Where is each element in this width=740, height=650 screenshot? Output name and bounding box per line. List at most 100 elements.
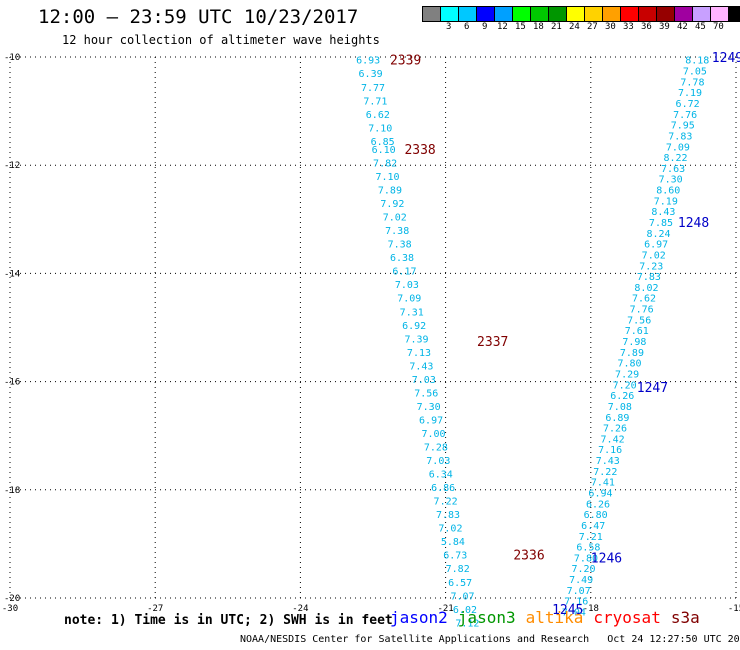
data-point-label: 7.62: [632, 294, 656, 305]
color-scale-label: 39: [659, 22, 670, 32]
color-scale-label: 9: [482, 22, 488, 32]
data-point-label: 7.08: [608, 402, 632, 413]
data-point-label: 7.95: [671, 121, 695, 132]
data-point-label: 7.77: [361, 83, 385, 94]
y-tick-label: -18: [4, 486, 20, 496]
x-tick-label: -21: [437, 604, 453, 614]
color-scale-label: 30: [605, 22, 616, 32]
data-point-label: 7.30: [659, 175, 683, 186]
data-point-label: 7.26: [603, 424, 627, 435]
color-scale-label: 3: [446, 22, 452, 32]
data-point-label: 7.00: [421, 429, 445, 440]
color-scale-label: 24: [569, 22, 580, 32]
data-point-label: 7.56: [414, 388, 438, 399]
data-point-label: 6.92: [402, 321, 426, 332]
color-scale-label: 15: [515, 22, 526, 32]
data-point-label: 7.49: [569, 575, 593, 586]
data-point-label: 7.28: [424, 443, 448, 454]
data-point-label: 7.20: [613, 380, 637, 391]
data-point-label: 7.03: [412, 375, 436, 386]
data-point-label: 7.02: [383, 213, 407, 224]
data-point-label: 7.82: [446, 564, 470, 575]
color-swatch: [675, 7, 693, 21]
data-point-label: 6.58: [576, 543, 600, 554]
data-point-label: 6.97: [419, 415, 443, 426]
data-point-label: 7.04: [562, 608, 586, 619]
data-point-label: 6.17: [392, 267, 416, 278]
footer-note: note: 1) Time is in UTC; 2) SWH is in fe…: [64, 613, 393, 628]
color-swatch: [459, 7, 477, 21]
data-point-label: 7.76: [630, 305, 654, 316]
color-swatch: [711, 7, 729, 21]
color-scale-label: 12: [497, 22, 508, 32]
data-point-label: 7.56: [627, 315, 651, 326]
color-swatch: [549, 7, 567, 21]
color-scale-label: 70: [713, 22, 724, 32]
color-swatch: [423, 7, 441, 21]
satellite-legend-item: altika: [525, 608, 584, 627]
data-point-label: 7.09: [666, 142, 690, 153]
y-tick-label: -14: [4, 269, 20, 279]
pass-time-label: 1249: [712, 51, 740, 66]
pass-time-label: 1245: [552, 603, 583, 618]
data-point-label: 7.43: [409, 361, 433, 372]
color-swatch: [603, 7, 621, 21]
data-point-label: 7.31: [400, 307, 424, 318]
x-tick-label: -15: [728, 604, 740, 614]
x-tick-label: -24: [292, 604, 308, 614]
data-point-label: 7.71: [363, 96, 387, 107]
data-point-label: 6.62: [366, 110, 390, 121]
pass-time-label: 1247: [637, 381, 668, 396]
data-point-label: 6.93: [356, 56, 380, 67]
data-point-label: 6.97: [644, 240, 668, 251]
data-point-label: 7.41: [591, 478, 615, 489]
data-point-label: 8.02: [634, 283, 658, 294]
color-swatch: [693, 7, 711, 21]
color-swatch: [657, 7, 675, 21]
data-point-label: 7.42: [601, 434, 625, 445]
data-point-label: 6.34: [429, 470, 453, 481]
data-point-label: 7.89: [378, 186, 402, 197]
pass-time-label: 2338: [404, 143, 435, 158]
color-swatch: [567, 7, 585, 21]
data-point-label: 6.26: [610, 391, 634, 402]
data-point-label: 7.20: [571, 564, 595, 575]
data-point-label: 7.83: [436, 510, 460, 521]
data-point-label: 8.60: [656, 186, 680, 197]
data-point-label: 7.13: [407, 348, 431, 359]
x-tick-label: -27: [147, 604, 163, 614]
color-swatch: [531, 7, 549, 21]
data-point-label: 7.03: [426, 456, 450, 467]
data-point-label: 7.82: [373, 158, 397, 169]
data-point-label: 6.72: [676, 99, 700, 110]
data-point-label: 8.24: [647, 229, 671, 240]
credits-line: NOAA/NESDIS Center for Satellite Applica…: [240, 634, 740, 645]
color-swatch: [585, 7, 603, 21]
x-tick-label: -30: [2, 604, 18, 614]
data-point-label: 7.43: [596, 456, 620, 467]
data-point-label: 7.85: [649, 218, 673, 229]
data-point-label: 6.02: [453, 605, 477, 616]
color-swatch: [477, 7, 495, 21]
data-point-label: 6.10: [372, 145, 396, 156]
data-point-label: 6.39: [359, 69, 383, 80]
satellite-legend-item: cryosat: [593, 608, 661, 627]
data-point-label: 6.38: [390, 253, 414, 264]
data-point-label: 6.89: [605, 413, 629, 424]
data-point-label: 7.16: [598, 445, 622, 456]
data-point-label: 8.22: [663, 153, 687, 164]
satellite-legend-item: jason3: [457, 608, 516, 627]
data-point-label: 6.94: [588, 489, 612, 500]
data-point-label: 7.30: [417, 402, 441, 413]
y-tick-label: -16: [4, 378, 20, 388]
data-point-label: 7.39: [405, 334, 429, 345]
color-swatch: [621, 7, 639, 21]
data-point-label: 7.83: [668, 131, 692, 142]
color-scale-bar: [422, 6, 740, 22]
color-scale-label: 6: [464, 22, 470, 32]
data-point-label: 7.05: [683, 67, 707, 78]
data-point-label: 7.83: [637, 272, 661, 283]
data-point-label: 7.22: [434, 497, 458, 508]
